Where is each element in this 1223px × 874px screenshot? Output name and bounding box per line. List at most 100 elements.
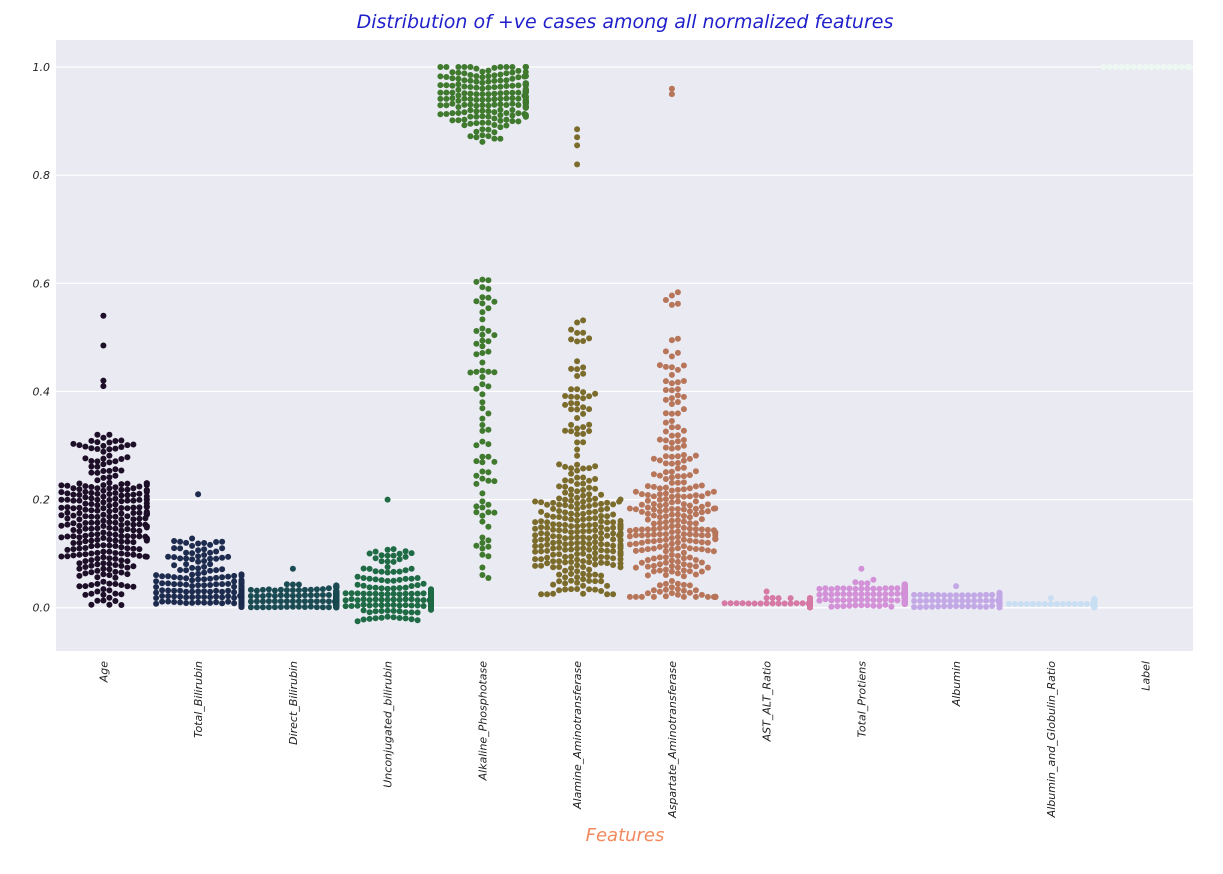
data-point (76, 491, 83, 498)
data-point (473, 458, 480, 465)
data-point (479, 74, 486, 81)
data-point (656, 508, 663, 515)
data-point (870, 576, 877, 583)
data-point (745, 600, 752, 607)
data-point (1059, 600, 1066, 607)
data-point (124, 583, 131, 590)
data-point (668, 371, 675, 378)
data-point (574, 551, 581, 557)
x-tick-label: Unconjugated_bilirubin (382, 661, 395, 788)
data-point (550, 564, 557, 571)
data-point (159, 593, 166, 599)
data-point (130, 491, 137, 498)
data-point (384, 591, 391, 598)
data-point (70, 485, 77, 492)
data-point (165, 598, 172, 605)
data-point (100, 461, 107, 468)
data-point (88, 507, 95, 514)
data-point (1011, 600, 1018, 607)
data-point (668, 568, 675, 575)
data-point (491, 64, 498, 71)
data-point (522, 80, 529, 87)
data-point (610, 591, 617, 598)
data-point (592, 515, 599, 522)
data-point (485, 67, 492, 74)
data-point (265, 598, 272, 605)
data-point (82, 545, 89, 551)
data-point (265, 592, 272, 599)
data-point (686, 525, 693, 532)
data-point (846, 597, 853, 604)
data-point (680, 506, 687, 513)
data-point (668, 551, 675, 558)
data-point (592, 527, 599, 534)
data-point (497, 112, 504, 119)
data-point (562, 427, 569, 434)
data-point (354, 597, 361, 604)
data-point (894, 585, 901, 592)
data-point (680, 555, 687, 562)
data-point (604, 526, 611, 533)
data-point (283, 603, 290, 610)
data-point (556, 571, 563, 578)
data-point (1186, 64, 1192, 70)
data-point (265, 604, 272, 611)
data-point (159, 587, 166, 594)
data-point (769, 600, 776, 607)
data-point (325, 604, 332, 611)
data-point (846, 602, 853, 609)
data-point (76, 504, 83, 511)
data-point (947, 597, 954, 604)
data-point (674, 591, 681, 598)
data-point (544, 512, 551, 519)
data-point (485, 410, 492, 417)
data-point (876, 585, 883, 592)
data-point (106, 536, 113, 543)
data-point (610, 519, 617, 526)
data-point (1091, 604, 1098, 611)
data-point (201, 594, 208, 600)
data-point (70, 505, 77, 512)
data-point (247, 586, 254, 593)
data-point (996, 589, 1003, 596)
data-point (384, 546, 391, 553)
data-point (491, 478, 498, 485)
data-point (568, 326, 575, 333)
data-point (586, 509, 593, 516)
data-point (757, 600, 764, 607)
data-point (360, 575, 367, 581)
data-point (556, 514, 563, 520)
data-point (686, 554, 693, 561)
data-point (130, 527, 137, 534)
data-point (592, 521, 599, 528)
data-point (76, 572, 83, 579)
data-point (562, 483, 569, 490)
data-point (522, 113, 529, 120)
data-point (662, 513, 669, 520)
data-point (532, 525, 539, 532)
data-point (342, 597, 349, 604)
data-point (1083, 601, 1090, 607)
data-point (662, 469, 669, 476)
data-point (94, 490, 101, 497)
data-point (638, 593, 645, 600)
data-point (64, 509, 71, 516)
data-point (598, 588, 605, 594)
data-point (515, 82, 522, 89)
data-point (568, 470, 575, 477)
data-point (443, 74, 450, 80)
data-point (586, 496, 593, 503)
data-point (704, 501, 711, 508)
data-point (428, 606, 434, 613)
data-point (617, 551, 624, 558)
data-point (574, 545, 581, 552)
data-point (112, 495, 119, 502)
data-point (538, 548, 545, 555)
data-point (420, 597, 427, 604)
x-tick-label: Age (97, 661, 110, 684)
data-point (568, 336, 575, 343)
data-point (692, 452, 699, 459)
data-point (88, 463, 95, 470)
data-point (550, 533, 557, 540)
data-point (656, 554, 663, 561)
